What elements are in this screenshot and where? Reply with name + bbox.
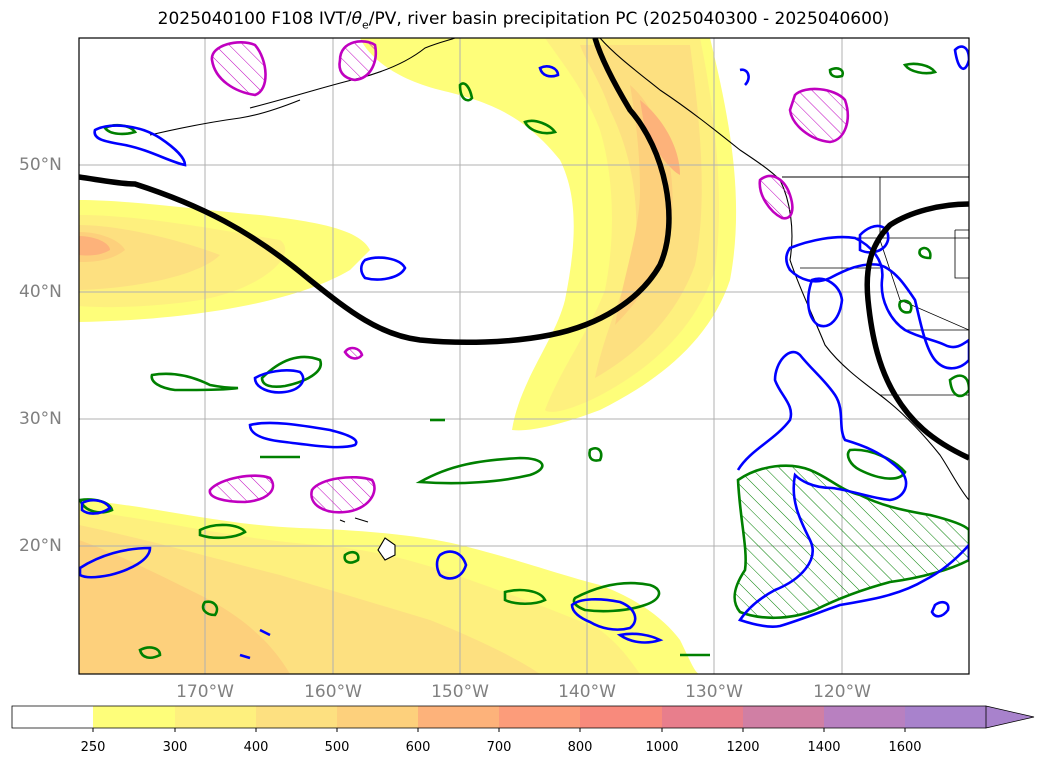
- colorbar-swatch: [743, 706, 824, 728]
- lon-label-170w: 170°W: [176, 682, 234, 702]
- theta-e-contours: [79, 38, 969, 461]
- colorbar-swatch: [12, 706, 93, 728]
- lon-label-160w: 160°W: [304, 682, 362, 702]
- lat-label-20n: 20°N: [19, 536, 62, 556]
- lon-label-140w: 140°W: [558, 682, 616, 702]
- lon-label-150w: 150°W: [431, 682, 489, 702]
- colorbar-tick: 1600: [888, 740, 922, 755]
- colorbar-swatch: [418, 706, 499, 728]
- colorbar-tick: 400: [243, 740, 269, 755]
- lon-label-130w: 130°W: [685, 682, 743, 702]
- colorbar-tick: 1200: [726, 740, 760, 755]
- colorbar-swatch: [337, 706, 418, 728]
- map-frame: [78, 37, 970, 675]
- colorbar: [11, 705, 1035, 732]
- colorbar-tick: 1400: [807, 740, 841, 755]
- colorbar-tick: 600: [405, 740, 431, 755]
- ivt-shading: [79, 38, 737, 674]
- colorbar-swatch: [175, 706, 256, 728]
- colorbar-tick: 700: [486, 740, 512, 755]
- map-plot-area: [79, 38, 969, 674]
- colorbar-swatch: [662, 706, 743, 728]
- graticule: [79, 38, 969, 674]
- colorbar-tick: 1000: [645, 740, 679, 755]
- lat-label-30n: 30°N: [19, 409, 62, 429]
- lat-label-50n: 50°N: [19, 155, 62, 175]
- colorbar-swatch: [499, 706, 580, 728]
- colorbar-tick: 500: [324, 740, 350, 755]
- colorbar-swatch: [580, 706, 662, 728]
- coastlines: [149, 38, 969, 561]
- lat-label-40n: 40°N: [19, 282, 62, 302]
- colorbar-extend-arrow: [985, 705, 1035, 729]
- colorbar-swatch: [93, 706, 175, 728]
- colorbar-swatch: [905, 706, 986, 728]
- pv-contours: [79, 45, 969, 660]
- colorbar-tick: 800: [567, 740, 593, 755]
- lon-label-120w: 120°W: [813, 682, 871, 702]
- colorbar-tick: 250: [80, 740, 106, 755]
- map-title: 2025040100 F108 IVT/θe/PV, river basin p…: [157, 9, 890, 32]
- colorbar-tick: 300: [162, 740, 188, 755]
- colorbar-swatch: [256, 706, 337, 728]
- pv-high-contours: [208, 40, 850, 514]
- colorbar-swatch: [824, 706, 905, 728]
